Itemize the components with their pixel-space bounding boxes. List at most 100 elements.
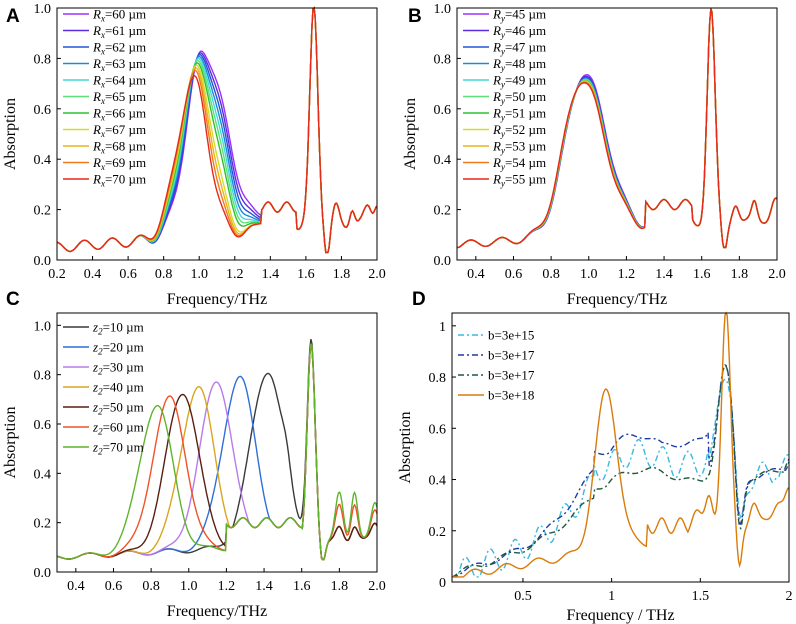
series-line [457, 8, 778, 249]
legend-entry: Ry=46 µm [492, 23, 546, 40]
legend-sub: x [100, 179, 105, 189]
legend-var: R [92, 139, 101, 154]
legend-entry: b=3e+17 [488, 368, 535, 383]
legend-entry: Rx=70 µm [92, 172, 146, 189]
plot-frame [56, 312, 378, 573]
x-tick-label: 0.6 [505, 267, 523, 282]
panel-label: C [6, 289, 20, 310]
legend-value: =66 µm [105, 106, 146, 121]
legend-sub: 2 [98, 427, 103, 437]
y-tick-label: 0.8 [34, 52, 52, 67]
legend-sub: x [100, 96, 105, 106]
legend-sub: y [500, 146, 505, 156]
x-tick-label: 0.6 [119, 267, 137, 282]
x-tick-label: 2 [786, 589, 793, 604]
legend-var: R [492, 139, 501, 154]
legend-var: R [492, 7, 501, 22]
panel-label: A [6, 6, 20, 27]
legend-entry: Rx=67 µm [92, 122, 146, 139]
legend-sub: y [500, 30, 505, 40]
series-line [452, 311, 790, 578]
panel-A: 0.2 0.4 0.6 0.8 1.0 1.2 1.4 1.6 1.8 2.00.00.20.40… [2, 2, 386, 308]
y-tick-label: 0.8 [434, 52, 452, 67]
x-tick-label: 1.6 [293, 579, 311, 594]
legend-entry: Ry=51 µm [492, 106, 546, 123]
legend-sub: x [100, 30, 105, 40]
legend-value: =50 µm [505, 89, 546, 104]
panel-label: B [408, 6, 422, 27]
legend-entry: Ry=54 µm [492, 155, 546, 172]
legend-var: z [92, 320, 98, 335]
legend-entry: Ry=48 µm [492, 56, 546, 73]
y-tick-label: 0.2 [34, 517, 52, 532]
y-tick-label: 1.0 [434, 2, 452, 17]
y-tick-label: 0.8 [429, 371, 447, 386]
x-tick-label: 0.2 [48, 267, 66, 282]
legend-sub: 2 [98, 407, 103, 417]
y-tick-label: 0.4 [434, 153, 452, 168]
legend-sub: 2 [98, 447, 103, 457]
legend-var: R [492, 106, 501, 121]
legend-sub: x [100, 146, 105, 156]
legend-sub: 2 [98, 387, 103, 397]
legend-sub: 2 [98, 367, 103, 377]
x-tick-label: 1.2 [218, 579, 236, 594]
legend-sub: x [100, 162, 105, 172]
y-axis-label: Absorption [2, 98, 19, 170]
legend-var: z [92, 400, 98, 415]
legend-var: z [92, 360, 98, 375]
legend-value: =55 µm [505, 172, 546, 187]
y-tick-label: 1.0 [34, 2, 52, 17]
y-tick-label: 0.8 [34, 369, 52, 384]
legend-value: =51 µm [505, 106, 546, 121]
legend-var: R [492, 73, 501, 88]
legend-value: =60 µm [103, 420, 144, 435]
legend-var: R [92, 73, 101, 88]
legend-entry: Ry=55 µm [492, 172, 546, 189]
legend-value: =48 µm [505, 56, 546, 71]
x-tick-label: 1.8 [731, 267, 749, 282]
panel-C: 0.4 0.6 0.8 1.0 1.2 1.4 1.6 1.8 2.0 0.0 0.2 0.4 0.6 0… [2, 289, 386, 620]
legend-var: R [92, 89, 101, 104]
legend-entry: Rx=62 µm [92, 40, 146, 57]
legend-sub: y [500, 162, 505, 172]
legend-value: =65 µm [105, 89, 146, 104]
plot-frame [456, 7, 778, 261]
x-tick-label: 1.8 [331, 579, 349, 594]
x-tick-label: 0.4 [467, 267, 485, 282]
legend-entry: Ry=49 µm [492, 73, 546, 90]
legend-entry: Rx=60 µm [92, 7, 146, 24]
legend-value: =53 µm [505, 139, 546, 154]
legend-sub: y [500, 47, 505, 57]
legend-value: =62 µm [105, 40, 146, 55]
y-axis-label: Absorption [2, 407, 19, 479]
legend-entry: z2=50 µm [92, 400, 144, 417]
plot-frame [451, 312, 790, 583]
y-axis-label: Absorption [402, 98, 419, 170]
legend-sub: y [500, 113, 505, 123]
legend-var: z [92, 380, 98, 395]
legend-entry: z2=40 µm [92, 380, 144, 397]
legend-entry: Rx=65 µm [92, 89, 146, 106]
legend-value: =64 µm [105, 73, 146, 88]
legend-value: =49 µm [505, 73, 546, 88]
legend-sub: x [100, 14, 105, 24]
legend-value: =70 µm [103, 440, 144, 455]
x-tick-label: 1.8 [333, 267, 351, 282]
x-tick-label: 0.4 [67, 579, 85, 594]
legend-var: R [492, 122, 501, 137]
y-tick-label: 0.4 [34, 467, 52, 482]
legend-var: R [492, 89, 501, 104]
y-tick-label: 0.2 [34, 204, 52, 219]
legend-sub: x [100, 80, 105, 90]
x-tick-label: 0.8 [142, 579, 160, 594]
y-tick-label: 0.4 [429, 474, 447, 489]
legend-value: =68 µm [105, 139, 146, 154]
legend-var: R [92, 172, 101, 187]
y-tick-label: 0.0 [34, 566, 52, 581]
legend-var: R [92, 56, 101, 71]
legend-value: =54 µm [505, 155, 546, 170]
legend-entry: Ry=50 µm [492, 89, 546, 106]
legend-value: =46 µm [505, 23, 546, 38]
legend-entry: Rx=64 µm [92, 73, 146, 90]
